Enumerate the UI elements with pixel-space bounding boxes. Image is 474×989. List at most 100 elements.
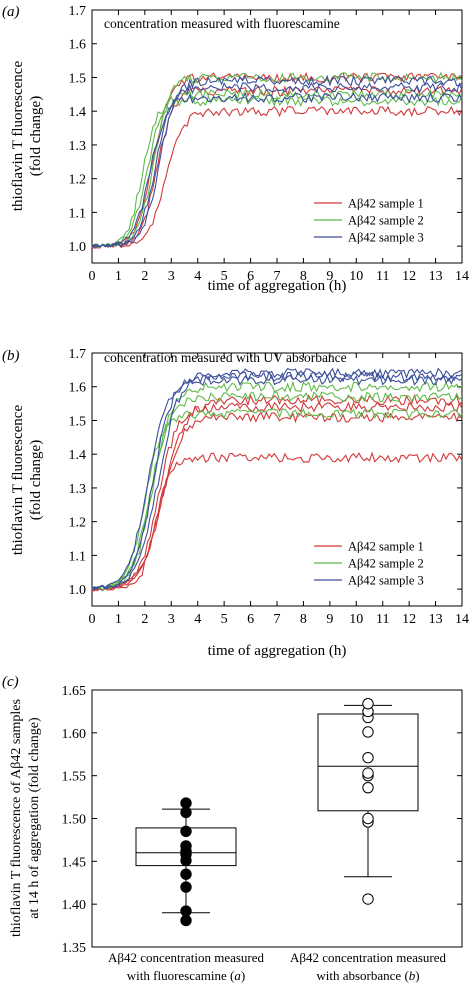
x-tick-label: 7 xyxy=(274,269,281,284)
x-tick-label: 1 xyxy=(115,269,122,284)
y-tick-label: 1.2 xyxy=(69,516,87,531)
svg-text:thioflavin T fluorescence of A: thioflavin T fluorescence of Aβ42 sample… xyxy=(9,699,24,937)
y-tick-label: 1.5 xyxy=(69,414,87,429)
series-3-curve xyxy=(91,367,463,591)
series-3-curve xyxy=(91,373,463,590)
category-label-line1: Aβ42 concentration measured xyxy=(290,950,447,965)
x-tick-label: 3 xyxy=(168,612,175,627)
data-point xyxy=(362,781,374,794)
legend-label: Aβ42 sample 3 xyxy=(348,231,424,245)
y-tick-label: 1.60 xyxy=(62,727,87,742)
series-1-curve xyxy=(91,393,463,592)
x-tick-label: 7 xyxy=(274,612,281,627)
data-point xyxy=(180,914,192,927)
series-3-curve xyxy=(91,81,463,248)
y-tick-label: 1.7 xyxy=(69,347,87,362)
series-3-curve xyxy=(91,91,463,248)
x-tick-label: 3 xyxy=(168,269,175,284)
y-tick-label: 1.45 xyxy=(62,855,87,870)
panel-a-chart: (a) concentration measured with fluoresc… xyxy=(2,4,469,294)
panel-a-ylabel: thioflavin T fluorescence (fold change) xyxy=(10,61,44,212)
series-2-curve xyxy=(91,408,463,591)
x-tick-label: 2 xyxy=(141,612,148,627)
category-label-line1: Aβ42 concentration measured xyxy=(108,950,265,965)
data-point xyxy=(180,806,192,819)
y-tick-label: 1.0 xyxy=(69,240,87,255)
x-tick-label: 0 xyxy=(89,612,96,627)
series-2-curve xyxy=(91,380,463,591)
x-tick-label: 6 xyxy=(247,612,254,627)
panel-c-chart: (c) thioflavin T fluorescence of Aβ42 sa… xyxy=(2,674,463,983)
x-tick-label: 13 xyxy=(429,612,443,627)
series-1-curve xyxy=(91,105,463,249)
x-tick-label: 9 xyxy=(326,269,333,284)
x-tick-label: 13 xyxy=(429,269,443,284)
x-tick-label: 14 xyxy=(455,612,469,627)
y-tick-label: 1.7 xyxy=(69,4,87,19)
data-point xyxy=(362,726,374,738)
svg-text:at 14 h of aggregation (fold c: at 14 h of aggregation (fold change) xyxy=(27,717,42,919)
y-tick-label: 1.6 xyxy=(69,38,87,53)
series-2-curve xyxy=(91,94,463,248)
data-point xyxy=(362,893,374,905)
x-tick-label: 5 xyxy=(221,269,228,284)
series-3-curve xyxy=(91,370,463,591)
y-tick-label: 1.40 xyxy=(62,898,87,913)
legend-label: Aβ42 sample 3 xyxy=(348,574,424,588)
series-1-curve xyxy=(91,401,463,592)
data-point xyxy=(180,868,192,880)
panel-c-frame xyxy=(91,689,463,948)
x-tick-label: 14 xyxy=(455,269,469,284)
data-point xyxy=(180,825,192,838)
legend-label: Aβ42 sample 2 xyxy=(348,214,424,228)
panel-a-curves xyxy=(91,71,463,249)
y-tick-label: 1.1 xyxy=(69,549,87,564)
panel-c-categories: Aβ42 concentration measured with fluoresc… xyxy=(108,950,447,983)
panel-b-xlabel: time of aggregation (h) xyxy=(208,643,347,659)
y-tick-label: 1.35 xyxy=(62,941,87,956)
x-tick-label: 4 xyxy=(194,612,201,627)
x-tick-label: 8 xyxy=(300,269,307,284)
svg-text:thioflavin T fluorescence: thioflavin T fluorescence xyxy=(10,61,26,212)
y-tick-label: 1.3 xyxy=(69,482,87,497)
series-2-curve xyxy=(91,88,463,249)
x-tick-label: 10 xyxy=(349,269,363,284)
panel-c-ylabel: thioflavin T fluorescence of Aβ42 sample… xyxy=(9,699,42,937)
x-tick-label: 9 xyxy=(326,612,333,627)
series-1-curve xyxy=(91,411,463,591)
data-point xyxy=(180,840,192,852)
panel-b-ylabel: thioflavin T fluorescence (fold change) xyxy=(10,405,44,556)
svg-text:(fold change): (fold change) xyxy=(28,440,44,520)
x-tick-label: 1 xyxy=(115,612,122,627)
data-point xyxy=(362,751,374,764)
data-point xyxy=(362,812,374,825)
y-tick-label: 1.6 xyxy=(69,381,87,396)
y-tick-label: 1.50 xyxy=(62,813,87,828)
y-tick-label: 1.5 xyxy=(69,71,87,86)
data-point xyxy=(362,698,374,710)
y-tick-label: 1.0 xyxy=(69,583,87,598)
x-tick-label: 8 xyxy=(300,612,307,627)
x-tick-label: 6 xyxy=(247,269,254,284)
x-tick-label: 5 xyxy=(221,612,228,627)
panel-b-ticks: 0 1 2 3 4 5 6 7 8 9 10 11 12 13 141.01.11.21.31.41.51.… xyxy=(69,347,470,627)
data-point xyxy=(362,767,374,779)
y-tick-label: 1.1 xyxy=(69,206,87,221)
panel-b-curves xyxy=(91,367,463,592)
y-tick-label: 1.65 xyxy=(62,684,87,699)
x-tick-label: 10 xyxy=(349,612,363,627)
panel-a-annotation: concentration measured with fluorescamin… xyxy=(104,16,340,31)
y-tick-label: 1.2 xyxy=(69,173,87,188)
y-tick-label: 1.4 xyxy=(69,105,87,120)
data-point xyxy=(180,881,192,893)
x-tick-label: 11 xyxy=(376,612,389,627)
category-label-line2: with fluorescamine (a) xyxy=(127,968,245,983)
panel-label-c: (c) xyxy=(2,674,19,690)
x-tick-label: 12 xyxy=(402,269,416,284)
panel-b-chart: (b) concentration measured with UV absor… xyxy=(2,347,469,659)
panel-b-legend: Aβ42 sample 1 Aβ42 sample 2 Aβ42 sample 3 xyxy=(314,540,424,588)
x-tick-label: 4 xyxy=(194,269,201,284)
legend-label: Aβ42 sample 1 xyxy=(348,540,424,554)
panel-c-ticks: 1.35 1.40 1.45 1.50 1.55 1.60 1.65 xyxy=(62,684,462,956)
